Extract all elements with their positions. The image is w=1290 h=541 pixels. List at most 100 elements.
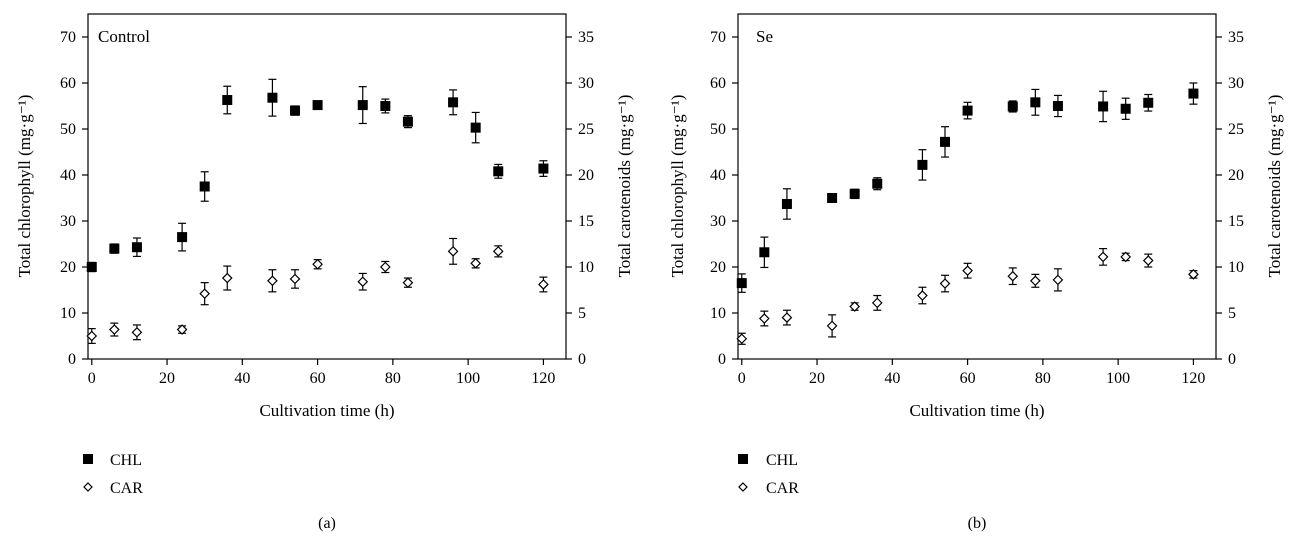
- x-tick-label: 60: [960, 370, 976, 387]
- right-y-tick-label: 0: [578, 351, 586, 368]
- car-point: [1029, 275, 1041, 287]
- car-point: [917, 290, 928, 301]
- legend-car-marker: [83, 482, 93, 492]
- left-y-tick-label: 10: [60, 305, 76, 322]
- plot-frame: [737, 13, 1217, 360]
- chl-point: [781, 198, 792, 209]
- left-y-tick-label: 30: [710, 213, 726, 230]
- chl-point: [759, 247, 770, 258]
- left-y-tick-label: 0: [718, 351, 726, 368]
- chl-point: [448, 97, 459, 108]
- left-y-tick-label: 50: [60, 121, 76, 138]
- car-point: [849, 301, 861, 312]
- x-tick-label: 0: [88, 370, 96, 387]
- left-y-axis-ticks: 0 10 20 30 40 50 60 70: [60, 29, 88, 368]
- chl-point: [1188, 88, 1199, 99]
- chl-point: [222, 95, 233, 106]
- left-y-tick-label: 0: [68, 351, 76, 368]
- x-axis-label: Cultivation time (h): [909, 401, 1044, 420]
- car-point: [1007, 270, 1019, 282]
- chl-point: [1052, 101, 1063, 111]
- left-y-tick-label: 30: [60, 213, 76, 230]
- left-y-tick-label: 50: [710, 121, 726, 138]
- right-y-tick-label: 5: [1228, 305, 1236, 322]
- x-tick-label: 40: [234, 370, 250, 387]
- chl-point: [940, 136, 951, 147]
- data-marks: [736, 82, 1199, 345]
- left-y-tick-label: 40: [710, 167, 726, 184]
- left-y-tick-label: 60: [710, 75, 726, 92]
- right-y-axis-ticks: 0 5 10 15 20 25 30 35: [566, 29, 594, 368]
- car-point: [312, 258, 323, 270]
- chl-point: [86, 262, 97, 272]
- chl-point: [1030, 97, 1041, 108]
- x-tick-label: 80: [385, 370, 401, 387]
- left-y-tick-label: 60: [60, 75, 76, 92]
- chl-point: [849, 188, 860, 199]
- left-y-tick-label: 20: [60, 259, 76, 276]
- car-point: [538, 279, 549, 290]
- panel-title: Se: [756, 27, 773, 46]
- chart-panel-se: Se 0 20 40 60 80 100 120 0 10 20 30 40 50 60 70 0 5 10 1…: [668, 13, 1284, 532]
- x-tick-label: 60: [310, 370, 326, 387]
- chl-point: [827, 193, 838, 203]
- x-axis-ticks: 0 20 40 60 80 100 120: [88, 359, 555, 387]
- x-axis-ticks: 0 20 40 60 80 100 120: [738, 359, 1205, 387]
- chl-point: [109, 243, 120, 254]
- chl-point: [267, 92, 278, 103]
- panel-label: (b): [968, 515, 987, 532]
- right-y-tick-label: 15: [578, 213, 594, 230]
- plot-frame: [87, 13, 567, 360]
- legend-car-marker: [738, 482, 748, 492]
- chl-point: [357, 100, 368, 111]
- legend: CHL CAR: [83, 452, 143, 497]
- car-point: [1120, 251, 1132, 263]
- car-point: [357, 276, 369, 288]
- car-point: [871, 297, 883, 309]
- chart-panel-control: Control 0 20 40 60 80 100 120 010203040506070 …: [15, 13, 634, 532]
- car-point: [470, 257, 482, 269]
- left-y-axis-ticks: 0 10 20 30 40 50 60 70: [710, 29, 738, 368]
- x-tick-label: 120: [1181, 370, 1205, 387]
- car-point: [781, 312, 793, 323]
- x-tick-label: 40: [884, 370, 900, 387]
- left-y-tick-label: 20: [710, 259, 726, 276]
- right-y-tick-label: 35: [1228, 29, 1244, 46]
- car-point: [131, 326, 143, 338]
- car-point: [221, 272, 233, 284]
- chl-point: [962, 105, 973, 116]
- x-tick-label: 20: [159, 370, 175, 387]
- car-point: [289, 273, 301, 285]
- legend-car-label: CAR: [110, 480, 143, 497]
- chl-point: [312, 100, 323, 111]
- chl-point: [199, 181, 210, 192]
- car-point: [492, 246, 504, 257]
- x-tick-label: 100: [1106, 370, 1130, 387]
- car-point: [267, 275, 278, 287]
- left-y-axis-label: Total chlorophyll (mg·g⁻¹): [15, 95, 34, 278]
- car-point: [1097, 251, 1109, 263]
- x-tick-label: 20: [809, 370, 825, 387]
- x-tick-label: 80: [1035, 370, 1051, 387]
- chl-point: [917, 159, 928, 170]
- chl-point: [1098, 101, 1109, 112]
- right-y-tick-label: 20: [1228, 167, 1244, 184]
- car-point: [939, 278, 951, 289]
- chl-point: [872, 178, 883, 189]
- chl-point: [131, 242, 142, 253]
- legend: CHL CAR: [738, 452, 799, 497]
- car-point: [826, 320, 838, 332]
- right-y-tick-label: 25: [1228, 121, 1244, 138]
- right-y-axis-label: Total carotenoids (mg·g⁻¹): [615, 95, 634, 278]
- car-point: [1142, 255, 1154, 266]
- car-point: [176, 324, 188, 335]
- panel-label: (a): [318, 515, 336, 532]
- chl-point: [1007, 101, 1018, 112]
- x-tick-label: 100: [456, 370, 480, 387]
- right-y-tick-label: 20: [578, 167, 594, 184]
- left-y-tick-label: 70: [60, 29, 76, 46]
- panel-title: Control: [98, 27, 150, 46]
- right-y-tick-label: 10: [578, 259, 594, 276]
- data-marks: [86, 78, 549, 344]
